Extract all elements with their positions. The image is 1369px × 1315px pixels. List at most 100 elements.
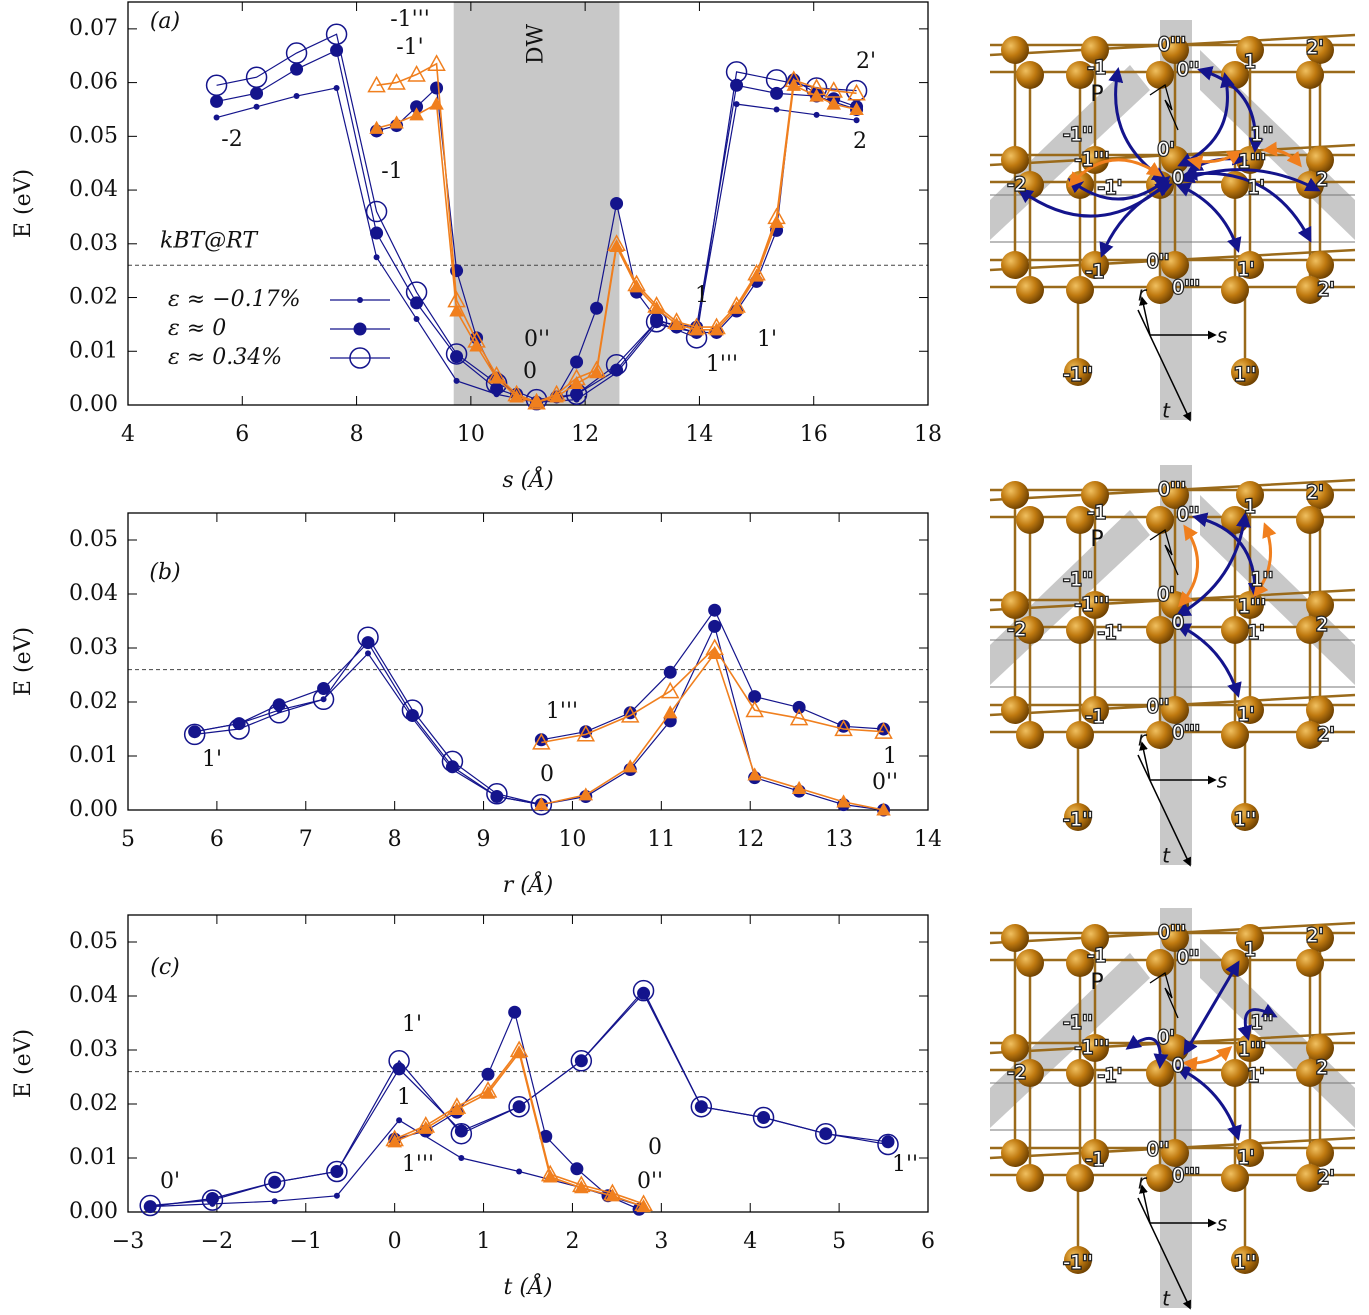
- point: [748, 690, 762, 704]
- point: [250, 86, 264, 100]
- atom: [1066, 616, 1094, 644]
- annotation: -1''': [390, 7, 430, 32]
- point: [445, 343, 468, 365]
- point: [807, 78, 826, 96]
- point: [188, 725, 202, 739]
- site-label: 0: [1172, 1055, 1184, 1077]
- point: [663, 665, 677, 679]
- atom: [1231, 803, 1259, 831]
- site-label: -2: [1008, 1062, 1027, 1084]
- point: [881, 1135, 895, 1149]
- series-line: [150, 992, 889, 1208]
- point: [427, 54, 446, 71]
- site-label: -1: [1086, 706, 1105, 728]
- site-label: 2: [1316, 1057, 1328, 1079]
- x-tick-label: 4: [121, 422, 135, 447]
- atom: [1306, 1034, 1334, 1062]
- plot-frame: [127, 512, 929, 811]
- point: [650, 312, 664, 326]
- atom: [1081, 696, 1109, 724]
- point: [815, 1122, 837, 1145]
- reference-label: kBT@RT: [160, 228, 259, 253]
- atom: [1146, 1164, 1174, 1192]
- point: [450, 350, 464, 364]
- atom: [1001, 696, 1029, 724]
- atom: [1306, 924, 1334, 952]
- point: [570, 1050, 593, 1072]
- site-label: 1''': [1238, 596, 1266, 618]
- atom: [1221, 1059, 1249, 1087]
- y-tick-label: 0.00: [69, 1199, 118, 1224]
- point: [263, 1171, 286, 1194]
- point: [539, 1129, 553, 1143]
- x-tick-label: 12: [736, 827, 764, 852]
- atom: [1296, 276, 1324, 304]
- point: [454, 1124, 468, 1138]
- site-label: -1: [1088, 945, 1107, 967]
- x-tick-label: 5: [832, 1229, 846, 1254]
- point: [139, 1194, 161, 1217]
- polarization-symbol: [1149, 971, 1179, 1019]
- atom: [1146, 949, 1174, 977]
- point: [637, 986, 651, 1000]
- point: [370, 226, 384, 240]
- x-tick-label: 8: [350, 422, 364, 447]
- point: [667, 312, 686, 329]
- axis-name: s: [1217, 769, 1227, 793]
- site-label: 1': [1237, 704, 1254, 726]
- site-label: 0'': [1147, 251, 1170, 273]
- point: [441, 750, 464, 773]
- atom: [1231, 358, 1259, 386]
- point: [634, 1194, 653, 1212]
- point: [669, 316, 684, 330]
- point: [690, 1095, 713, 1118]
- point: [752, 1106, 775, 1129]
- y-tick-label: 0.04: [69, 581, 118, 606]
- x-tick-label: 14: [685, 422, 713, 447]
- site-label: -1: [1086, 261, 1105, 283]
- site-label: -2: [1008, 619, 1027, 641]
- polarization-symbol: [1149, 528, 1179, 576]
- site-label: 0'': [1177, 947, 1200, 969]
- site-label: 1: [1244, 51, 1256, 73]
- atom: [1296, 616, 1324, 644]
- x-tick-label: 6: [235, 422, 249, 447]
- y-axis-label: E (eV): [11, 169, 36, 238]
- atom: [1066, 506, 1094, 534]
- hop-arrow: [1182, 1046, 1233, 1072]
- point: [709, 322, 724, 336]
- site-label: 2': [1306, 482, 1323, 504]
- hop-arrow: [1178, 524, 1199, 608]
- point: [205, 1192, 219, 1205]
- x-tick-label: 16: [800, 422, 828, 447]
- point: [253, 103, 260, 110]
- site-label: -1: [1088, 502, 1107, 524]
- series-line: [394, 1048, 644, 1205]
- atom: [1236, 1034, 1264, 1062]
- site-label: 1'': [1251, 124, 1274, 146]
- point: [791, 780, 807, 794]
- hop-arrow: [1253, 522, 1277, 598]
- atom: [1081, 481, 1109, 509]
- atom: [1161, 696, 1189, 724]
- atom: [1016, 1059, 1044, 1087]
- point: [245, 66, 268, 88]
- point: [481, 1067, 495, 1081]
- atom: [1306, 696, 1334, 724]
- site-label: 0''': [1172, 722, 1200, 744]
- band-label: DW: [524, 23, 549, 64]
- site-label: -1'': [1063, 1252, 1092, 1274]
- point: [708, 619, 722, 633]
- atom: [1296, 506, 1324, 534]
- y-tick-label: 0.05: [69, 527, 118, 552]
- atom: [1146, 276, 1174, 304]
- atom: [1161, 36, 1189, 64]
- point: [405, 709, 419, 722]
- point: [632, 979, 655, 1002]
- point: [312, 688, 335, 711]
- y-tick-label: 0.02: [69, 1091, 118, 1116]
- point: [809, 88, 824, 102]
- annotation: 1: [397, 1085, 411, 1110]
- site-label: 2': [1317, 1167, 1334, 1189]
- site-label: -1'': [1063, 1012, 1092, 1034]
